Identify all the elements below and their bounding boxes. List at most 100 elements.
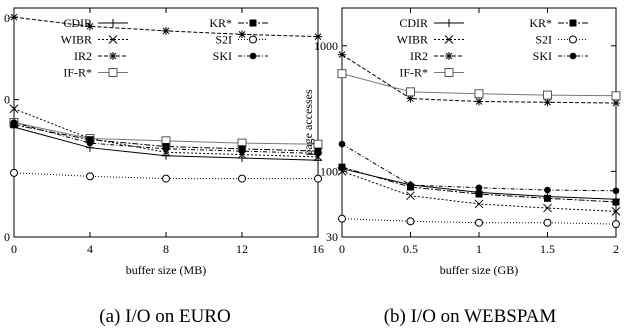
- legend-label: WIBR: [61, 33, 92, 47]
- series-ir2: [10, 13, 322, 41]
- data-point-if-r: [611, 91, 621, 101]
- x-tick-label: 1: [476, 242, 482, 256]
- legend-item-kr: KR*: [529, 16, 588, 30]
- legend-marker: [249, 35, 257, 44]
- legend-item-ir2: IR2: [410, 49, 464, 63]
- legend-label: IR2: [410, 49, 428, 63]
- legend-marker: [108, 68, 118, 77]
- data-point-cdir: [162, 151, 170, 160]
- series-ski: [338, 140, 620, 195]
- legend-marker: [569, 35, 577, 44]
- data-point-s2i: [162, 174, 170, 183]
- data-point-kr: [338, 163, 346, 171]
- data-point-ski: [86, 139, 94, 147]
- caption-euro: (a) I/O on EURO: [99, 306, 230, 327]
- x-tick-label: 0.5: [403, 242, 418, 256]
- plot-frame: [13, 7, 319, 238]
- legend-marker: [444, 68, 454, 77]
- x-tick-label: 0: [339, 242, 345, 256]
- data-point-wibr: [543, 203, 552, 213]
- legend-item-kr: KR*: [209, 16, 268, 30]
- legend-marker: [445, 19, 453, 27]
- legend-marker: [109, 19, 117, 27]
- series-line-ir2: [341, 54, 617, 104]
- legend-label: CDIR: [63, 16, 92, 30]
- data-point-wibr: [474, 199, 484, 209]
- legend-label: SKI: [533, 49, 552, 63]
- series-if-r: [337, 69, 621, 101]
- data-point-ski: [238, 147, 246, 155]
- data-point-ir2: [10, 13, 18, 22]
- x-axis-title: buffer size (GB): [440, 263, 518, 277]
- series-ir2: [338, 50, 620, 108]
- legend-item-cdir: CDIR: [399, 16, 464, 30]
- x-tick-label: 2: [613, 242, 619, 256]
- y-tick-label: 30: [326, 230, 338, 244]
- x-tick-label: 8: [163, 242, 169, 256]
- legend-item-wibr: WIBR: [61, 33, 128, 47]
- data-point-wibr: [611, 207, 621, 216]
- data-point-ski: [338, 140, 346, 148]
- legend-marker: [249, 19, 257, 27]
- data-point-wibr: [406, 191, 415, 201]
- legend-item-s2i: S2I: [215, 33, 268, 47]
- data-point-if-r: [543, 90, 552, 100]
- series-s2i: [338, 214, 620, 229]
- data-point-s2i: [10, 168, 18, 177]
- legend-label: IF-R*: [399, 66, 428, 80]
- legend-item-ski: SKI: [533, 49, 588, 63]
- series-cdir: [10, 123, 322, 165]
- legend-item-ir2: IR2: [74, 49, 128, 63]
- data-point-ski: [314, 150, 322, 157]
- legend-label: SKI: [213, 49, 232, 63]
- data-point-cdir: [238, 153, 246, 162]
- legend-marker: [569, 52, 577, 60]
- data-point-if-r: [474, 89, 484, 99]
- data-point-ir2: [238, 30, 246, 39]
- data-point-if-r: [313, 139, 323, 149]
- legend-item-cdir: CDIR: [63, 16, 128, 30]
- legend-label: CDIR: [399, 16, 428, 30]
- data-point-if-r: [337, 69, 347, 79]
- data-point-ski: [10, 119, 18, 126]
- series-line-wibr: [13, 108, 319, 158]
- data-point-kr: [544, 194, 551, 202]
- x-axis-title: buffer size (MB): [126, 263, 206, 277]
- data-point-kr: [612, 198, 620, 206]
- data-point-ir2: [314, 32, 322, 41]
- data-point-kr: [475, 190, 483, 198]
- y-tick-label: 0: [4, 93, 10, 107]
- legend-marker: [249, 52, 257, 60]
- legend-item-if-r: IF-R*: [63, 66, 128, 80]
- legend-marker: [109, 52, 117, 60]
- data-point-kr: [86, 136, 94, 144]
- data-point-ir2: [86, 22, 94, 31]
- legend: CDIR WIBR IR2 IF-R* KR* S2I SKI: [61, 16, 268, 80]
- legend-label: KR*: [209, 16, 232, 30]
- legend: CDIR WIBR IR2 IF-R* KR* S2I SKI: [397, 16, 588, 80]
- data-point-ski: [475, 184, 483, 192]
- data-point-cdir: [314, 156, 322, 165]
- legend-marker: [569, 19, 577, 27]
- y-tick-label: 0: [4, 230, 10, 244]
- legend-marker: [445, 52, 453, 60]
- data-point-ski: [407, 181, 414, 189]
- data-point-s2i: [406, 217, 415, 226]
- chart-webspam: 0 0.5 1 1.5 2 30 100 1000 buffer size (GB) page a…: [301, 7, 621, 277]
- data-point-s2i: [86, 172, 94, 181]
- legend-item-ski: SKI: [213, 49, 268, 63]
- series-s2i: [10, 168, 322, 183]
- legend-label: WIBR: [397, 33, 428, 47]
- data-point-ski: [612, 187, 620, 195]
- legend-label: KR*: [529, 16, 552, 30]
- legend-label: IR2: [74, 49, 92, 63]
- data-point-s2i: [338, 214, 346, 223]
- data-point-s2i: [612, 220, 620, 229]
- data-point-ir2: [475, 97, 483, 106]
- legend-item-if-r: IF-R*: [399, 66, 464, 80]
- series-line-ski: [341, 143, 617, 192]
- data-point-ir2: [543, 98, 552, 107]
- data-point-if-r: [406, 87, 415, 97]
